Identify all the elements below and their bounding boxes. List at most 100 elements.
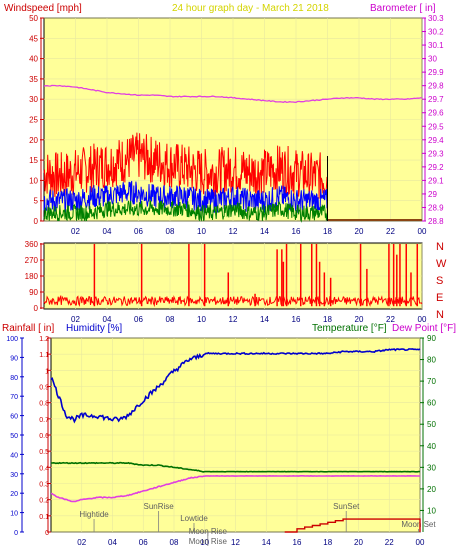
rainfall-tick-label: 1 <box>45 368 49 375</box>
panel-3-hour-label: 02 <box>77 538 86 547</box>
barometer-tick-label: 29.7 <box>428 95 444 104</box>
panel-2-grid <box>44 243 423 309</box>
panel-3-hour-label: 22 <box>385 538 394 547</box>
panel-1-hour-label: 18 <box>323 227 332 236</box>
windspeed-gust-line <box>43 132 328 200</box>
direction-tick-label: 180 <box>25 272 39 281</box>
panel-2-hour-label: 06 <box>134 315 143 324</box>
rainfall-tick-label: 0.5 <box>39 449 49 456</box>
panel-1-barometer-ticks: 28.8 28.9 29 29.1 29.2 29.3 29.4 29.5 29.6 29.7 29… <box>422 14 444 226</box>
dewpoint-line <box>50 474 420 503</box>
barometer-tick-label: 30.2 <box>428 28 444 37</box>
barometer-tick-label: 28.8 <box>428 217 444 226</box>
panel-1-hour-label: 14 <box>260 227 269 236</box>
barometer-tick-label: 29.2 <box>428 163 444 172</box>
windspeed-tick-label: 15 <box>29 156 38 165</box>
windspeed-tick-label: 25 <box>29 116 38 125</box>
panel-3-hour-label: 20 <box>354 538 363 547</box>
panel-1-hour-label: 20 <box>355 227 364 236</box>
barometer-tick-label: 29.3 <box>428 149 444 158</box>
humidity-tick-label: 60 <box>10 414 18 421</box>
humidity-tick-label: 70 <box>10 394 18 401</box>
windspeed-axis-label: Windspeed [mph] <box>4 3 82 14</box>
windspeed-minimum-line <box>43 199 328 223</box>
rainfall-tick-label: 0.4 <box>39 465 49 472</box>
rainfall-tick-label: 0.6 <box>39 433 49 440</box>
humidity-tick-label: 90 <box>10 355 18 362</box>
panel-2-hour-label: 18 <box>323 315 332 324</box>
annotation-label: SunSet <box>333 502 360 511</box>
humidity-tick-label: 30 <box>10 472 18 479</box>
temperature-tick-label: 40 <box>427 442 436 451</box>
humidity-tick-label: 0 <box>14 530 18 537</box>
barometer-line <box>43 84 423 103</box>
panel-2-hour-label: 10 <box>197 315 206 324</box>
temperature-axis-label: Temperature [°F] <box>312 323 387 334</box>
humidity-tick-label: 80 <box>10 375 18 382</box>
panel-1-hour-label: 12 <box>229 227 238 236</box>
panel-3-hour-label: 08 <box>170 538 179 547</box>
humidity-tick-label: 40 <box>10 452 18 459</box>
panel-3-hour-label: 06 <box>139 538 148 547</box>
humidity-axis-label: Humidity [%] <box>66 323 122 334</box>
barometer-tick-label: 29.4 <box>428 136 444 145</box>
panel-2-hour-label: 16 <box>292 315 301 324</box>
panel-1-hour-ticks: 02 04 06 08 10 12 14 16 18 20 22 00 <box>71 227 427 236</box>
humidity-tick-label: 10 <box>10 511 18 518</box>
dewpoint-axis-label: Dew Point [°F] <box>392 323 456 334</box>
windspeed-tick-label: 0 <box>34 217 39 226</box>
rainfall-line <box>284 518 421 533</box>
panel-2-hour-label: 04 <box>103 315 112 324</box>
panel-2-hour-label: 08 <box>166 315 175 324</box>
annotation-label: SunRise <box>144 502 175 511</box>
panel-1-grid <box>44 17 423 222</box>
barometer-tick-label: 29.9 <box>428 68 444 77</box>
temperature-tick-label: 20 <box>427 485 436 494</box>
panel-3-humidity-ticks: 0 10 20 30 40 50 60 70 80 90 100 <box>6 336 24 537</box>
barometer-tick-label: 29.5 <box>428 122 444 131</box>
panel-2-hour-label: 22 <box>386 315 395 324</box>
barometer-axis-label: Barometer [ in] <box>370 3 436 14</box>
panel-1-hour-label: 10 <box>197 227 206 236</box>
temperature-line <box>51 461 421 473</box>
humidity-tick-label: 100 <box>6 336 18 343</box>
rainfall-tick-label: 0 <box>45 530 49 537</box>
rainfall-tick-label: 0.7 <box>39 417 49 424</box>
windspeed-tick-label: 5 <box>34 197 39 206</box>
rainfall-tick-label: 0.1 <box>39 514 49 521</box>
barometer-tick-label: 30.1 <box>428 41 444 50</box>
humidity-tick-label: 20 <box>10 491 18 498</box>
rainfall-tick-label: 1.1 <box>39 352 49 359</box>
temperature-tick-label: 70 <box>427 377 436 386</box>
panel-2-hour-label: 14 <box>260 315 269 324</box>
annotation-label: Hightide <box>79 510 109 519</box>
windspeed-tick-label: 45 <box>29 34 38 43</box>
barometer-tick-label: 30 <box>428 55 437 64</box>
panel-2-hour-label: 00 <box>418 315 427 324</box>
barometer-tick-label: 29.6 <box>428 109 444 118</box>
wind-direction-line <box>43 294 423 308</box>
humidity-tick-label: 50 <box>10 433 18 440</box>
panel-2-series <box>43 244 423 308</box>
rainfall-tick-label: 0.3 <box>39 482 49 489</box>
panel-2-hour-ticks: 02 04 06 08 10 12 14 16 18 20 22 00 <box>71 315 427 324</box>
panel-2-direction-ticks: 0 90 180 270 360 <box>25 240 44 313</box>
temperature-tick-label: 60 <box>427 399 436 408</box>
panel-1-hour-label: 06 <box>134 227 143 236</box>
barometer-tick-label: 29.8 <box>428 82 444 91</box>
barometer-tick-label: 28.9 <box>428 203 444 212</box>
panel-3-hour-label: 04 <box>108 538 117 547</box>
panel-3-hour-label: 10 <box>200 538 209 547</box>
direction-tick-label: 0 <box>34 304 39 313</box>
rainfall-tick-label: 1.2 <box>39 336 49 343</box>
panel-2-hour-label: 02 <box>71 315 80 324</box>
windspeed-average-line <box>43 180 328 213</box>
panel-1-hour-label: 22 <box>386 227 395 236</box>
panel-3-hour-label: 14 <box>262 538 271 547</box>
compass-letter-w: W <box>436 258 447 270</box>
panel-1-hour-label: 16 <box>292 227 301 236</box>
